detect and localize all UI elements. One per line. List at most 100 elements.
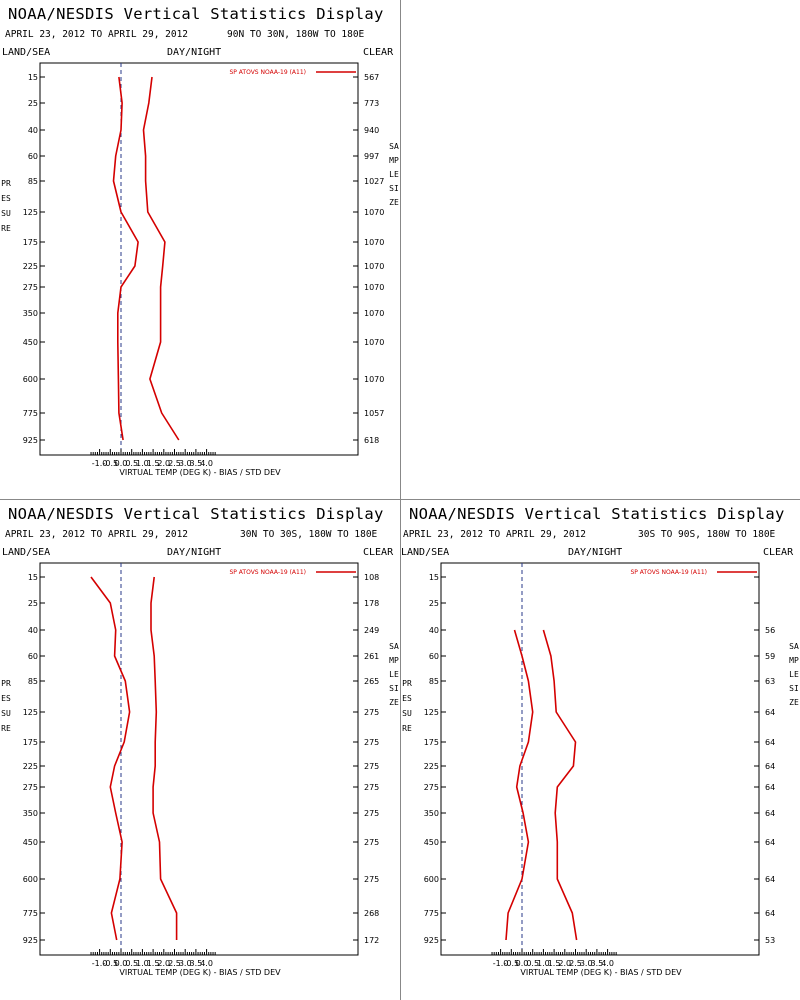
y2-axis-label: SAMPLE SIZE bbox=[789, 642, 799, 707]
pressure-label: 600 bbox=[424, 875, 439, 884]
x-tick-label: 4.0 bbox=[200, 459, 213, 468]
pressure-label: 15 bbox=[429, 573, 439, 582]
pressure-label: 25 bbox=[28, 99, 38, 108]
x-tick-label: -0.5 bbox=[503, 959, 519, 968]
date-range: APRIL 23, 2012 TO APRIL 29, 2012 bbox=[403, 529, 587, 540]
bias-line bbox=[90, 576, 131, 941]
plot-frame bbox=[440, 562, 760, 956]
sample-size-label: 53 bbox=[765, 936, 775, 945]
sample-size-label: 567 bbox=[364, 73, 379, 82]
sample-size-label: 1070 bbox=[364, 238, 384, 247]
chart-title: NOAA/NESDIS Vertical Statistics Display bbox=[409, 505, 785, 523]
x-tick-label: 3.0 bbox=[179, 459, 192, 468]
bias-line bbox=[505, 629, 534, 941]
x-tick-label: 4.0 bbox=[200, 959, 213, 968]
sample-size-label: 261 bbox=[364, 652, 379, 661]
std-dev-line bbox=[542, 629, 578, 941]
land-sea-label: LAND/SEA bbox=[401, 547, 450, 558]
x-tick-label: 1.5 bbox=[548, 959, 561, 968]
plot-frame bbox=[39, 562, 359, 956]
sample-size-label: 1070 bbox=[364, 208, 384, 217]
x-tick-label: 3.5 bbox=[190, 959, 203, 968]
sample-size-label: 172 bbox=[364, 936, 379, 945]
sample-size-label: 1070 bbox=[364, 283, 384, 292]
sample-size-label: 265 bbox=[364, 677, 379, 686]
sample-size-label: 1027 bbox=[364, 177, 384, 186]
x-tick-label: 2.5 bbox=[168, 459, 181, 468]
pressure-label: 275 bbox=[23, 783, 38, 792]
region-label: 90N TO 30N, 180W TO 180E bbox=[227, 29, 365, 40]
sample-size-label: 249 bbox=[364, 626, 379, 635]
sample-size-label: 275 bbox=[364, 762, 379, 771]
pressure-label: 775 bbox=[23, 409, 38, 418]
sample-size-label: 940 bbox=[364, 126, 379, 135]
pressure-label: 350 bbox=[23, 309, 38, 318]
x-tick-label: 2.5 bbox=[569, 959, 582, 968]
pressure-label: 60 bbox=[28, 152, 38, 161]
pressure-label: 125 bbox=[424, 708, 439, 717]
sample-size-label: 997 bbox=[364, 152, 379, 161]
pressure-label: 15 bbox=[28, 573, 38, 582]
pressure-label: 600 bbox=[23, 375, 38, 384]
pressure-label: 450 bbox=[23, 838, 38, 847]
pressure-label: 925 bbox=[424, 936, 439, 945]
clear-label: CLEAR bbox=[763, 547, 794, 558]
pressure-label: 40 bbox=[28, 126, 38, 135]
std-dev-line bbox=[150, 576, 178, 940]
pressure-label: 60 bbox=[28, 652, 38, 661]
chart-title: NOAA/NESDIS Vertical Statistics Display bbox=[8, 505, 384, 523]
y-axis-label: PRESSURE bbox=[1, 679, 11, 733]
sample-size-label: 64 bbox=[765, 809, 775, 818]
panel-divider-vertical bbox=[400, 0, 401, 1000]
sample-size-label: 59 bbox=[765, 652, 775, 661]
pressure-label: 85 bbox=[28, 677, 38, 686]
x-tick-label: 1.5 bbox=[147, 459, 160, 468]
sample-size-label: 618 bbox=[364, 436, 379, 445]
clear-label: CLEAR bbox=[363, 47, 394, 58]
sample-size-label: 773 bbox=[364, 99, 379, 108]
x-tick-label: -1.0 bbox=[92, 459, 108, 468]
panel-divider-horizontal bbox=[0, 499, 800, 500]
pressure-label: 600 bbox=[23, 875, 38, 884]
std-dev-line bbox=[142, 76, 180, 441]
pressure-label: 350 bbox=[23, 809, 38, 818]
chart-plot: -1.0-0.50.00.51.01.52.02.53.03.54.0VIRTU… bbox=[23, 62, 384, 477]
chart-panel-0: NOAA/NESDIS Vertical Statistics Display … bbox=[0, 0, 400, 500]
x-tick-label: 2.0 bbox=[157, 959, 170, 968]
pressure-label: 125 bbox=[23, 208, 38, 217]
bias-line bbox=[112, 76, 139, 441]
x-tick-label: 1.0 bbox=[537, 959, 550, 968]
pressure-label: 925 bbox=[23, 936, 38, 945]
x-tick-label: -0.5 bbox=[102, 459, 118, 468]
x-tick-label: 0.5 bbox=[526, 959, 539, 968]
day-night-label: DAY/NIGHT bbox=[167, 47, 222, 58]
x-tick-label: 3.5 bbox=[190, 459, 203, 468]
sample-size-label: 268 bbox=[364, 909, 379, 918]
sample-size-label: 64 bbox=[765, 875, 775, 884]
x-tick-label: 0.5 bbox=[125, 959, 138, 968]
x-tick-label: 2.5 bbox=[168, 959, 181, 968]
sample-size-label: 275 bbox=[364, 738, 379, 747]
pressure-label: 85 bbox=[28, 177, 38, 186]
x-tick-label: 3.5 bbox=[591, 959, 604, 968]
pressure-label: 450 bbox=[23, 338, 38, 347]
pressure-label: 775 bbox=[23, 909, 38, 918]
x-tick-label: 0.0 bbox=[516, 959, 529, 968]
region-label: 30S TO 90S, 180W TO 180E bbox=[638, 529, 776, 540]
x-tick-label: 0.5 bbox=[125, 459, 138, 468]
x-tick-label: -1.0 bbox=[92, 959, 108, 968]
y2-axis-label: SAMPLE SIZE bbox=[389, 142, 399, 207]
pressure-label: 925 bbox=[23, 436, 38, 445]
sample-size-label: 275 bbox=[364, 708, 379, 717]
pressure-label: 60 bbox=[429, 652, 439, 661]
pressure-label: 25 bbox=[429, 599, 439, 608]
legend-label: SP ATOVS NOAA-19 (A11) bbox=[630, 569, 707, 576]
x-tick-label: 3.0 bbox=[179, 959, 192, 968]
x-tick-label: 3.0 bbox=[580, 959, 593, 968]
x-tick-label: 1.0 bbox=[136, 459, 149, 468]
land-sea-label: LAND/SEA bbox=[2, 47, 51, 58]
chart-title: NOAA/NESDIS Vertical Statistics Display bbox=[8, 5, 384, 23]
x-tick-label: 2.0 bbox=[558, 959, 571, 968]
pressure-label: 275 bbox=[23, 283, 38, 292]
sample-size-label: 64 bbox=[765, 783, 775, 792]
